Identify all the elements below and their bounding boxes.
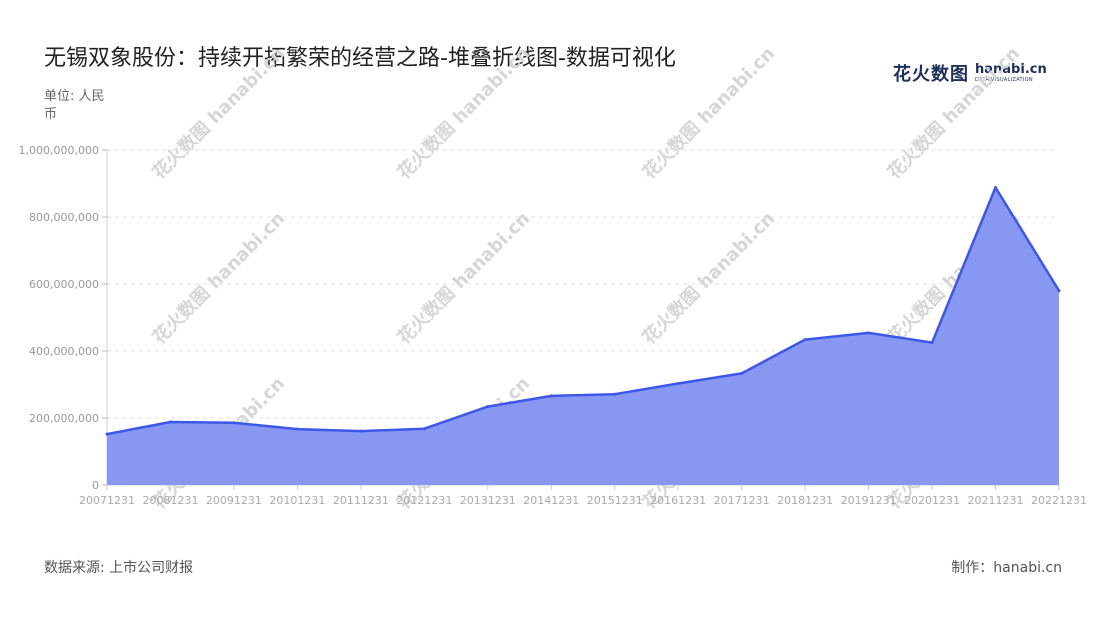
- x-tick-label: 20171231: [714, 494, 770, 507]
- data-point: [168, 420, 172, 424]
- data-point: [359, 429, 363, 433]
- data-point: [740, 371, 744, 375]
- x-tick-label: 20191231: [841, 494, 897, 507]
- data-point: [676, 381, 680, 385]
- x-tick-label: 20081231: [142, 494, 198, 507]
- x-axis: 20071231 20081231 20091231 20101231 20111231…: [79, 484, 1087, 507]
- logo-sub-text: DATA VISUALIZATION: [975, 77, 1033, 83]
- unit-label: 单位: 人民币: [44, 89, 105, 122]
- logo-en-text: hanabi.cn: [975, 62, 1047, 77]
- data-point: [232, 421, 236, 425]
- y-tick-label: 600,000,000: [29, 278, 99, 291]
- data-point: [295, 427, 299, 431]
- data-point: [867, 331, 871, 335]
- x-tick-label: 20201231: [904, 494, 960, 507]
- y-tick-label: 200,000,000: [29, 412, 99, 425]
- data-points: [105, 186, 1061, 436]
- x-tick-label: 20141231: [523, 494, 579, 507]
- x-tick-label: 20211231: [968, 494, 1024, 507]
- data-point: [105, 432, 109, 436]
- data-point: [613, 392, 617, 396]
- data-source-note: 数据来源: 上市公司财报: [44, 560, 194, 576]
- brand-logo: 花火数图 hanabi.cn DATA VISUALIZATION: [893, 60, 1047, 86]
- maker-credit: 制作：hanabi.cn: [951, 560, 1062, 576]
- x-tick-label: 20181231: [777, 494, 833, 507]
- logo-cn-text: 花火数图: [893, 64, 969, 85]
- data-point: [930, 341, 934, 345]
- y-tick-label: 1,000,000,000: [19, 144, 99, 157]
- series-line: [106, 186, 1061, 436]
- data-point: [1057, 289, 1061, 293]
- data-point: [803, 338, 807, 342]
- x-tick-label: 20111231: [333, 494, 389, 507]
- y-axis: 0 200,000,000 400,000,000 600,000,000 800,00…: [19, 144, 108, 492]
- logo-en-block: hanabi.cn DATA VISUALIZATION: [975, 63, 1047, 83]
- data-point: [549, 394, 553, 398]
- data-point: [994, 186, 998, 190]
- data-point: [422, 427, 426, 431]
- watermark-text: 花火数图 hanabi.cn: [148, 42, 289, 183]
- watermark-text: 花火数图 hanabi.cn: [148, 207, 289, 348]
- x-tick-label: 20071231: [79, 494, 135, 507]
- x-tick-label: 20161231: [650, 494, 706, 507]
- x-tick-label: 20151231: [587, 494, 643, 507]
- x-tick-label: 20091231: [206, 494, 262, 507]
- x-tick-label: 20131231: [460, 494, 516, 507]
- y-tick-label: 800,000,000: [29, 211, 99, 224]
- chart-title: 无锡双象股份：持续开拓繁荣的经营之路-堆叠折线图-数据可视化: [44, 46, 676, 71]
- watermark-text: 花火数图 hanabi.cn: [393, 207, 534, 348]
- data-point: [486, 405, 490, 409]
- y-tick-label: 400,000,000: [29, 345, 99, 358]
- watermark-text: 花火数图 hanabi.cn: [638, 42, 779, 183]
- area-fill: [107, 187, 1059, 485]
- x-tick-label: 20221231: [1031, 494, 1087, 507]
- watermark-text: 花火数图 hanabi.cn: [883, 42, 1024, 183]
- x-tick-label: 20101231: [269, 494, 325, 507]
- watermark-text: 花火数图 hanabi.cn: [393, 42, 534, 183]
- x-tick-label: 20121231: [396, 494, 452, 507]
- watermark-text: 花火数图 hanabi.cn: [638, 207, 779, 348]
- y-tick-label: 0: [92, 479, 99, 492]
